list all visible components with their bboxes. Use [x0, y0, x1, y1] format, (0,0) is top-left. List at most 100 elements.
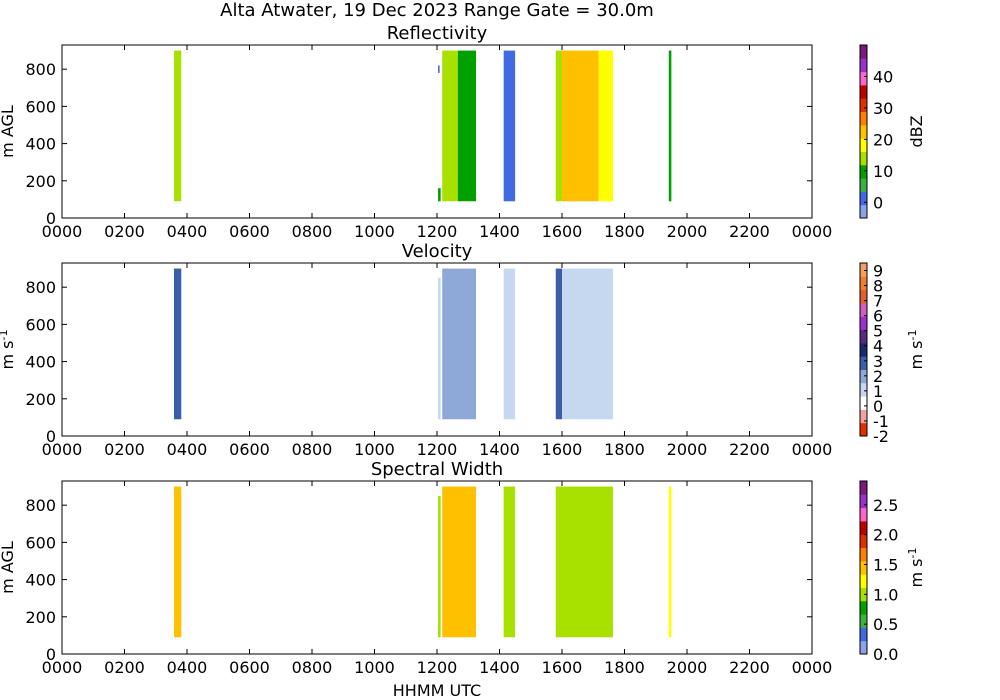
y-tick-label: 600: [25, 533, 56, 552]
colorbar-swatch: [860, 356, 867, 370]
colorbar-frame: [859, 262, 868, 437]
colorbar-swatch: [860, 382, 867, 397]
x-tick-label: 1200: [417, 658, 458, 677]
y-tick-label: 800: [25, 60, 56, 79]
y-tick-label: 400: [25, 571, 56, 590]
colorbar-swatch: [860, 98, 867, 113]
echo-segment: [668, 50, 672, 202]
echo-segment: [555, 486, 614, 638]
y-tick-label: 0: [46, 209, 56, 228]
colorbar-tick-label: 0: [873, 193, 883, 212]
echo-segment: [562, 268, 614, 420]
colorbar-swatch: [860, 640, 867, 655]
colorbar-swatch: [860, 507, 867, 522]
x-tick-label: 0000: [792, 222, 833, 241]
colorbar-swatch: [860, 627, 867, 642]
echo-segment: [668, 268, 672, 420]
x-tick-label: 0400: [167, 658, 208, 677]
x-tick-label: 1200: [417, 222, 458, 241]
x-tick-label: 2200: [729, 658, 770, 677]
echo-segment: [457, 50, 477, 202]
colorbar-swatch: [860, 409, 867, 424]
x-tick-label: 2200: [729, 440, 770, 459]
echo-segment: [503, 50, 516, 202]
x-tick-label: 1400: [479, 658, 520, 677]
y-tick-label: 800: [25, 496, 56, 515]
x-tick-label: 0000: [792, 440, 833, 459]
colorbar-tick-label: 1: [873, 382, 883, 401]
echo-segment: [438, 277, 441, 420]
x-tick-label: 0600: [229, 440, 270, 459]
colorbar-tick-label: 3: [873, 352, 883, 371]
colorbar-swatch: [860, 481, 867, 495]
echo-segment: [442, 486, 477, 638]
colorbar-swatch: [860, 151, 867, 166]
colorbar-swatch: [860, 204, 867, 219]
colorbar-tick-label: 10: [873, 162, 893, 181]
x-tick-label: 0200: [104, 440, 145, 459]
echo-segment: [503, 486, 516, 638]
echo-segment: [555, 50, 562, 202]
colorbar-frame: [859, 44, 868, 219]
echo-segment: [438, 188, 441, 202]
colorbar-label: dBZ: [907, 115, 926, 147]
colorbar-tick-label: -2: [873, 427, 889, 446]
colorbar-swatch: [860, 422, 867, 437]
echo-segment: [442, 268, 477, 420]
echo-segment: [668, 486, 672, 638]
echo-segment: [555, 268, 562, 420]
colorbar-tick-label: 9: [873, 262, 883, 281]
y-tick-label: 600: [25, 97, 56, 116]
x-tick-label: 0400: [167, 222, 208, 241]
colorbar-tick-label: 1.0: [873, 585, 898, 604]
x-tick-label: 1600: [542, 658, 583, 677]
echo-segment: [442, 50, 458, 202]
colorbar-swatch: [860, 138, 867, 152]
colorbar-swatch: [860, 574, 867, 588]
colorbar-swatch: [860, 111, 867, 126]
x-tick-label: 2000: [667, 222, 708, 241]
x-tick-label: 0800: [292, 440, 333, 459]
colorbar-swatch: [860, 494, 867, 509]
colorbar-tick-label: 4: [873, 337, 883, 356]
colorbar-tick-label: 20: [873, 130, 893, 149]
y-axis-label: m AGL: [0, 541, 17, 594]
colorbar-swatch: [860, 369, 867, 384]
colorbar-tick-label: 2.0: [873, 526, 898, 545]
x-tick-label: 1800: [604, 440, 645, 459]
echo-segment: [438, 495, 441, 638]
colorbar-swatch: [860, 124, 867, 139]
echo-segment: [562, 50, 599, 202]
colorbar-swatch: [860, 263, 867, 277]
y-axis-label: m s-1: [0, 330, 17, 370]
colorbar-tick-label: 7: [873, 292, 883, 311]
colorbar-swatch: [860, 71, 867, 86]
colorbar-swatch: [860, 289, 867, 304]
colorbar-tick-label: 2.5: [873, 496, 898, 515]
y-axis-label-exponent: -1: [0, 330, 10, 341]
colorbar-swatch: [860, 58, 867, 73]
x-tick-label: 0200: [104, 658, 145, 677]
colorbar-swatch: [860, 614, 867, 628]
colorbar-label: m s-1: [906, 330, 927, 370]
echo-segment: [438, 65, 440, 73]
colorbar-swatch: [860, 45, 867, 59]
colorbar-tick-label: 5: [873, 322, 883, 341]
x-tick-label: 0000: [42, 658, 83, 677]
x-tick-label: 0800: [292, 658, 333, 677]
colorbar-label-exponent: -1: [906, 330, 919, 341]
x-tick-label: 2000: [667, 440, 708, 459]
x-axis-label: HHMM UTC: [393, 681, 481, 700]
x-tick-label: 1400: [479, 222, 520, 241]
y-tick-label: 400: [25, 135, 56, 154]
colorbar-swatch: [860, 560, 867, 575]
colorbar-swatch: [860, 84, 867, 99]
colorbar-swatch: [860, 164, 867, 179]
colorbar-swatch: [860, 342, 867, 357]
x-tick-label: 1600: [542, 222, 583, 241]
x-tick-label: 1200: [417, 440, 458, 459]
y-tick-label: 200: [25, 608, 56, 627]
